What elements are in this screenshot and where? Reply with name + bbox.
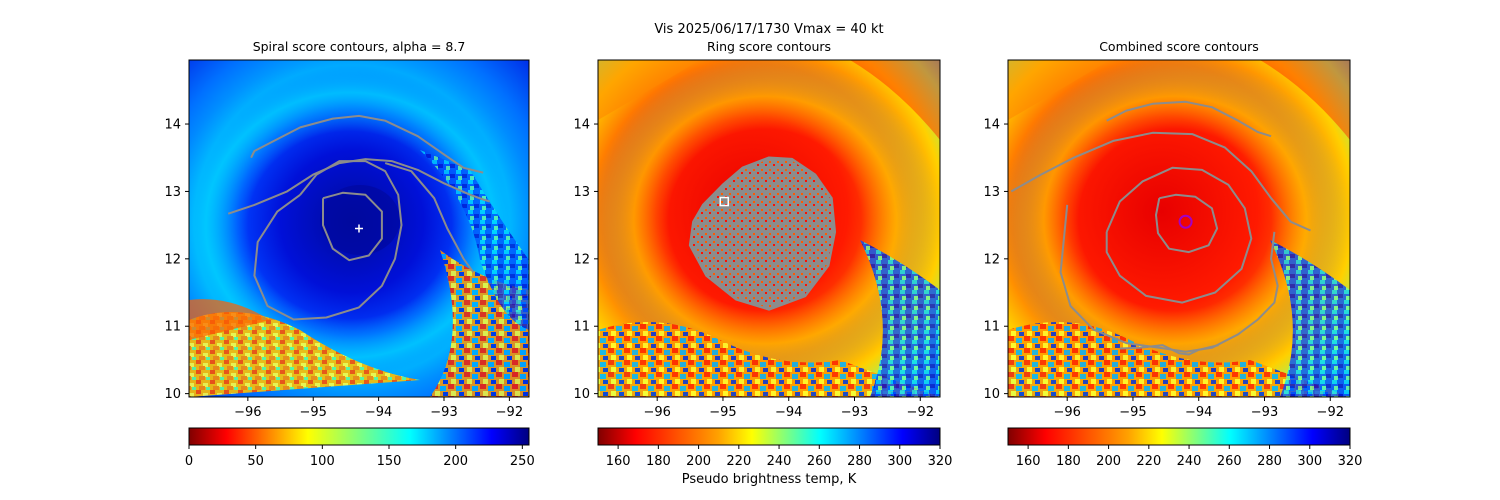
- spiral-contour-upper-arc: [250, 114, 484, 174]
- combined-ytick-label: 10: [983, 387, 1000, 402]
- spiral-ytick-label: 12: [164, 252, 181, 267]
- ring-center-marker: [719, 196, 730, 207]
- spiral-ytick-label: 10: [164, 387, 181, 402]
- combined-panel-frame: [1007, 59, 1351, 398]
- spiral-colorbar-tick-label: 200: [443, 454, 468, 469]
- ring-ytick-label: 11: [573, 320, 590, 335]
- combined-contours: [1010, 100, 1311, 356]
- ring-colorbar-tick-label: 320: [928, 454, 953, 469]
- combined-contour-lower-arc: [1059, 204, 1279, 353]
- ring-xtick-label: −95: [709, 405, 736, 420]
- spiral-center-marker: [355, 224, 363, 233]
- ring-xtick-label: −94: [775, 405, 802, 420]
- ring-ytick-label: 12: [573, 252, 590, 267]
- combined-contour-top-arc: [1106, 100, 1272, 138]
- ring-ytick-label: 14: [573, 118, 590, 133]
- combined-colorbar: [1007, 427, 1351, 446]
- ring-colorbar-tick-label: 200: [686, 454, 711, 469]
- ring-colorbar-tick-label: 220: [726, 454, 751, 469]
- spiral-contours: [227, 114, 491, 321]
- spiral-contour-inner: [322, 191, 383, 262]
- combined-colorbar-tick-label: 180: [1056, 454, 1081, 469]
- ring-colorbar: [597, 427, 941, 446]
- spiral-colorbar-tick-label: 0: [185, 454, 193, 469]
- figure-suptitle: Vis 2025/06/17/1730 Vmax = 40 kt: [654, 22, 884, 37]
- spiral-ytick-label: 13: [164, 185, 181, 200]
- combined-ytick-label: 12: [983, 252, 1000, 267]
- combined-xtick-label: −96: [1053, 405, 1080, 420]
- ring-colorbar-tick-label: 260: [807, 454, 832, 469]
- combined-panel-title: Combined score contours: [1099, 39, 1259, 54]
- combined-colorbar-tick-label: 320: [1338, 454, 1363, 469]
- ring-xtick-label: −96: [643, 405, 670, 420]
- spiral-xtick-label: −93: [430, 405, 457, 420]
- ring-colorbar-tick-label: 300: [887, 454, 912, 469]
- combined-ytick-label: 11: [983, 320, 1000, 335]
- combined-ytick-label: 13: [983, 185, 1000, 200]
- combined-colorbar-tick-label: 300: [1297, 454, 1322, 469]
- spiral-colorbar-tick-label: 50: [247, 454, 264, 469]
- combined-colorbar-tick-label: 260: [1217, 454, 1242, 469]
- combined-xtick-label: −93: [1251, 405, 1278, 420]
- combined-panel-image: [1008, 60, 1350, 397]
- ring-xtick-label: −92: [907, 405, 934, 420]
- spiral-contour-outer: [227, 158, 491, 215]
- ring-panel-frame: [597, 59, 941, 398]
- combined-colorbar-tick-label: 280: [1257, 454, 1282, 469]
- spiral-colorbar-tick-label: 150: [377, 454, 402, 469]
- combined-center-marker: [1178, 214, 1193, 229]
- combined-colorbar-tick-label: 160: [1016, 454, 1041, 469]
- combined-xtick-label: −94: [1185, 405, 1212, 420]
- combined-colorbar-tick-label: 220: [1136, 454, 1161, 469]
- ring-panel-title: Ring score contours: [707, 39, 831, 54]
- colorbar-label: Pseudo brightness temp, K: [681, 472, 857, 487]
- spiral-panel-title: Spiral score contours, alpha = 8.7: [253, 39, 466, 54]
- combined-contour-outer: [1010, 131, 1311, 232]
- combined-colorbar-tick-label: 200: [1096, 454, 1121, 469]
- ring-xtick-label: −93: [841, 405, 868, 420]
- spiral-xtick-label: −94: [365, 405, 392, 420]
- ring-colorbar-tick-label: 280: [847, 454, 872, 469]
- ring-contour-ring-score-cluster: [688, 156, 837, 311]
- combined-contour-inner: [1155, 193, 1219, 254]
- ring-colorbar-tick-label: 240: [767, 454, 792, 469]
- spiral-colorbar: [188, 427, 530, 446]
- spiral-colorbar-tick-label: 250: [510, 454, 535, 469]
- spiral-contour-outer-arm: [384, 162, 475, 273]
- spiral-panel-frame: [188, 59, 530, 398]
- combined-xtick-label: −95: [1119, 405, 1146, 420]
- combined-ytick-label: 14: [983, 118, 1000, 133]
- spiral-xtick-label: −92: [496, 405, 523, 420]
- ring-colorbar-tick-label: 160: [606, 454, 631, 469]
- ring-contours: [688, 156, 837, 311]
- spiral-colorbar-tick-label: 100: [310, 454, 335, 469]
- spiral-ytick-label: 14: [164, 118, 181, 133]
- ring-colorbar-tick-label: 180: [646, 454, 671, 469]
- combined-xtick-label: −92: [1317, 405, 1344, 420]
- spiral-contour-middle: [253, 160, 403, 321]
- combined-contour-bottom-line: [1119, 344, 1219, 356]
- combined-contour-middle: [1105, 166, 1253, 304]
- ring-ytick-label: 10: [573, 387, 590, 402]
- spiral-panel-image: [189, 60, 529, 397]
- combined-colorbar-tick-label: 240: [1177, 454, 1202, 469]
- ring-ytick-label: 13: [573, 185, 590, 200]
- spiral-xtick-label: −96: [234, 405, 261, 420]
- spiral-ytick-label: 11: [164, 320, 181, 335]
- spiral-xtick-label: −95: [300, 405, 327, 420]
